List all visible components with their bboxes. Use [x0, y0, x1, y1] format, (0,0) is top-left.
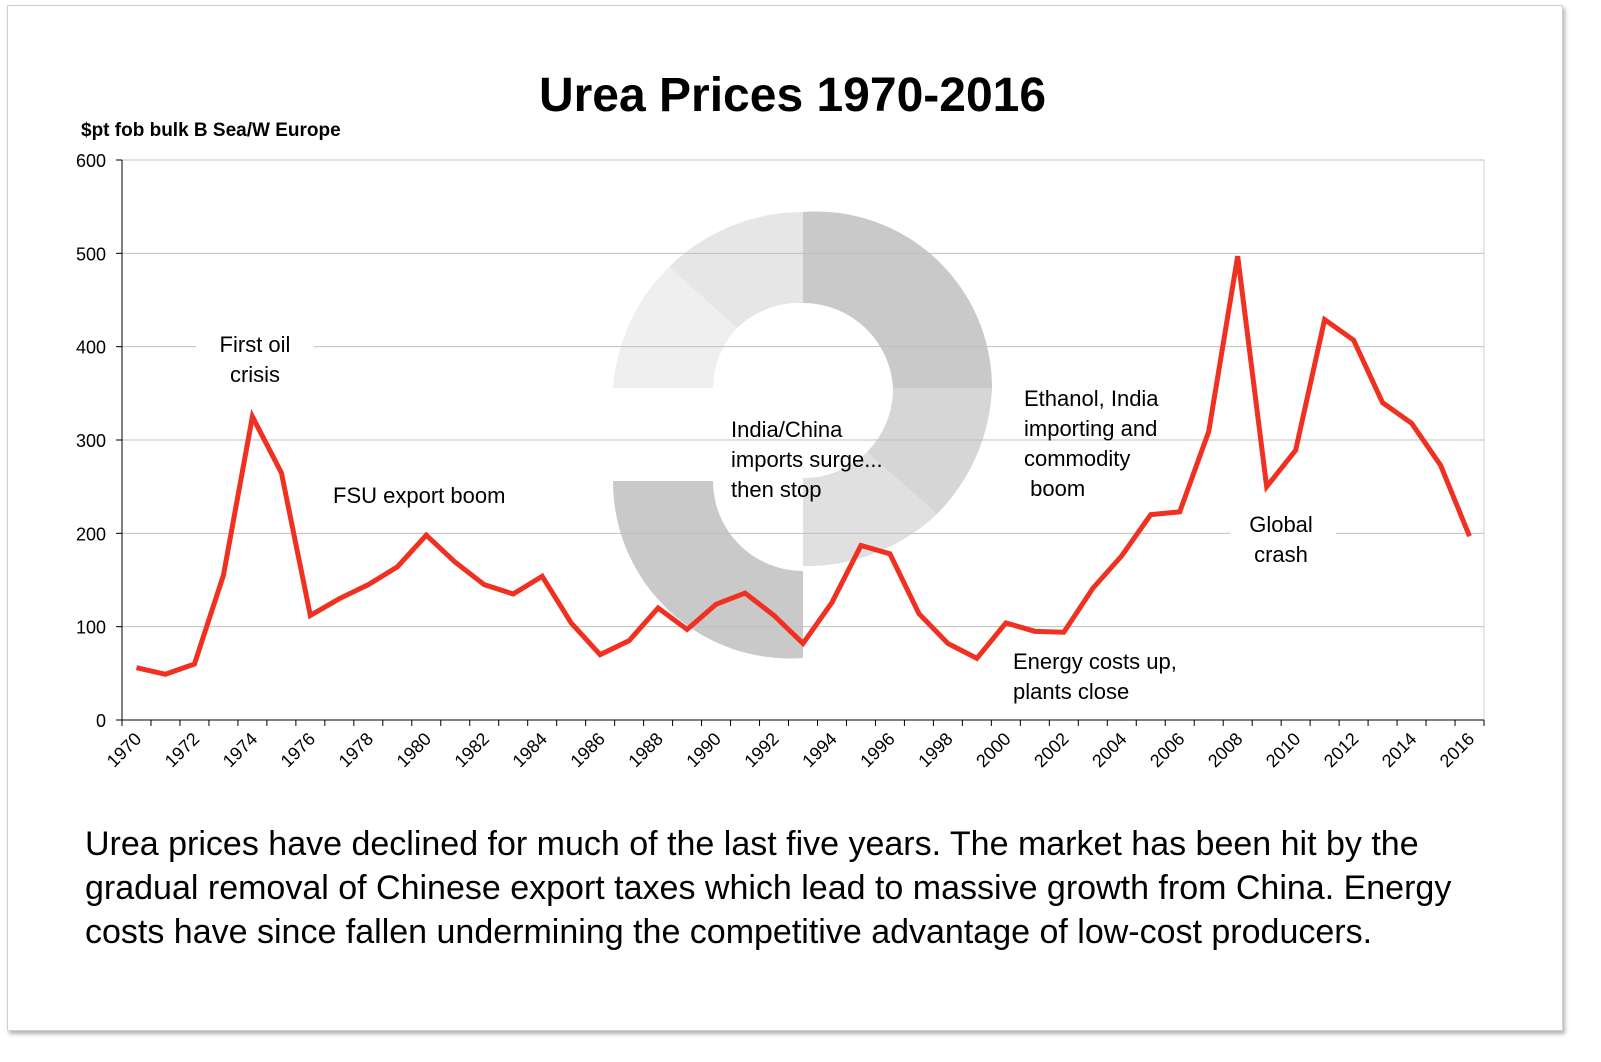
x-tick-label: 2000	[972, 729, 1014, 771]
x-tick-label: 1990	[682, 729, 724, 771]
x-tick-label: 1998	[914, 729, 956, 771]
x-tick-label: 1984	[509, 729, 551, 771]
annotation: FSU export boom	[333, 483, 505, 508]
y-tick-label: 400	[76, 338, 106, 358]
watermark-logo	[612, 211, 993, 659]
x-tick-label: 1980	[393, 729, 435, 771]
x-tick-label: 1992	[740, 729, 782, 771]
x-tick-label: 1994	[798, 729, 840, 771]
x-tick-label: 2006	[1146, 729, 1188, 771]
x-tick-label: 2004	[1088, 729, 1130, 771]
y-tick-label: 100	[76, 618, 106, 638]
x-tick-label: 1988	[624, 729, 666, 771]
x-tick-label: 2016	[1436, 729, 1478, 771]
x-tick-label: 2002	[1030, 729, 1072, 771]
annotation: Ethanol, India importing and commodity boo…	[1024, 386, 1159, 501]
x-tick-label: 1976	[277, 729, 319, 771]
caption-text: Urea prices have declined for much of th…	[85, 825, 1452, 951]
x-tick-label: 1970	[103, 729, 145, 771]
x-tick-label: 2014	[1378, 729, 1420, 771]
label-background	[196, 335, 314, 355]
x-tick-label: 1972	[161, 729, 203, 771]
y-tick-label: 300	[76, 431, 106, 451]
x-tick-label: 1978	[335, 729, 377, 771]
y-tick-label: 0	[96, 711, 106, 731]
x-tick-label: 1986	[567, 729, 609, 771]
x-tick-label: 1974	[219, 729, 261, 771]
x-tick-label: 2010	[1262, 729, 1304, 771]
annotation: Global crash	[1249, 512, 1313, 567]
y-axis-label: $pt fob bulk B Sea/W Europe	[81, 120, 341, 141]
x-tick-label: 2008	[1204, 729, 1246, 771]
slide-card	[7, 5, 1563, 1031]
label-background	[1230, 522, 1336, 542]
y-tick-label: 500	[76, 244, 106, 264]
x-tick-label: 2012	[1320, 729, 1362, 771]
annotation: First oil crisis	[220, 332, 291, 387]
x-tick-label: 1982	[451, 729, 493, 771]
annotation: India/China imports surge... then stop	[731, 417, 883, 502]
x-tick-label: 1996	[856, 729, 898, 771]
y-tick-label: 600	[76, 151, 106, 171]
annotation: Energy costs up, plants close	[1013, 649, 1177, 704]
chart-title: Urea Prices 1970-2016	[538, 69, 1047, 122]
y-tick-label: 200	[76, 524, 106, 544]
